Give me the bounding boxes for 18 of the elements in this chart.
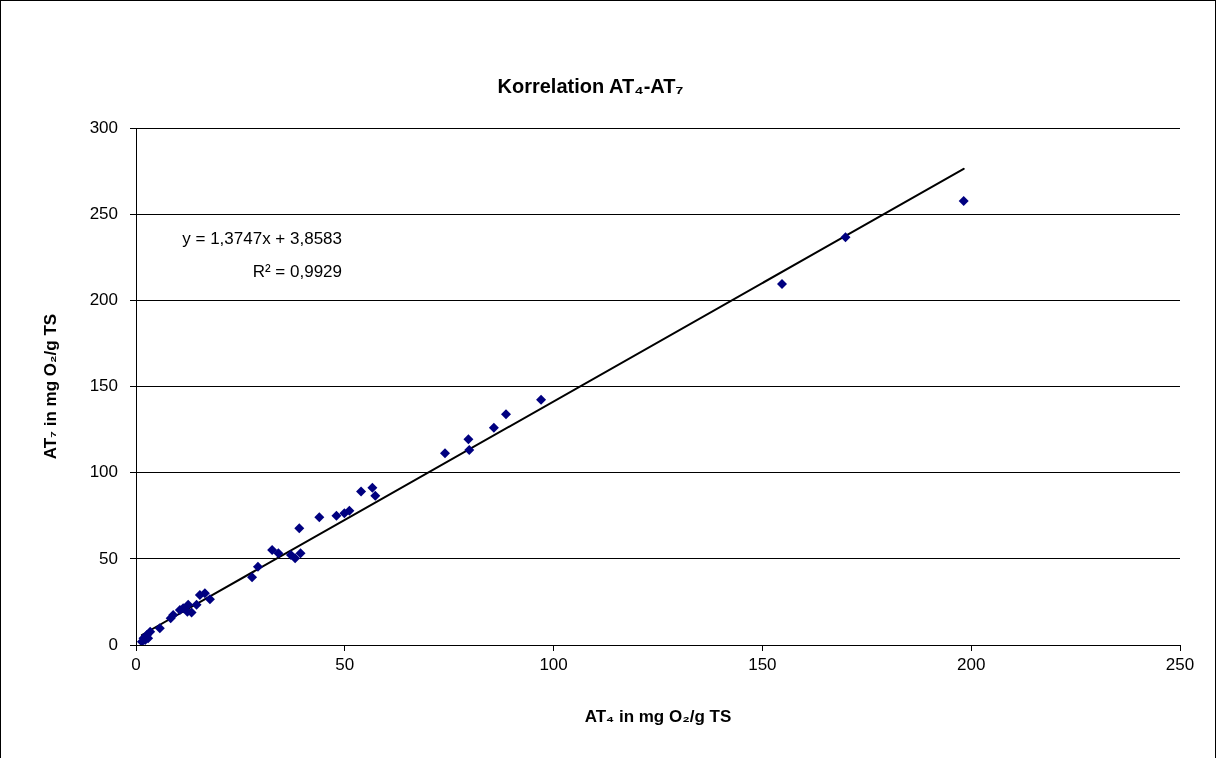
x-tick-label: 150 [748, 654, 777, 674]
y-axis-title: AT₇ in mg O₂/g TS [40, 313, 60, 460]
annotation: R² = 0,9929 [252, 261, 342, 281]
y-tick-label: 150 [89, 376, 118, 396]
x-axis-title: AT₄ in mg O₂/g TS [584, 707, 732, 727]
y-tick-label: 200 [89, 290, 118, 310]
x-tick-label: 200 [957, 654, 986, 674]
y-tick-label: 0 [108, 634, 118, 654]
y-tick-label: 100 [89, 462, 118, 482]
y-tick-label: 50 [99, 548, 118, 568]
y-tick-label: 250 [89, 203, 118, 223]
annotation: y = 1,3747x + 3,8583 [182, 228, 343, 248]
x-tick-label: 100 [539, 654, 568, 674]
x-tick-label: 250 [1165, 654, 1195, 674]
x-tick-label: 0 [131, 654, 141, 674]
y-tick-label: 300 [89, 117, 118, 137]
x-tick-label: 50 [335, 654, 355, 674]
chart-title: Korrelation AT₄-AT₇ [497, 74, 684, 97]
